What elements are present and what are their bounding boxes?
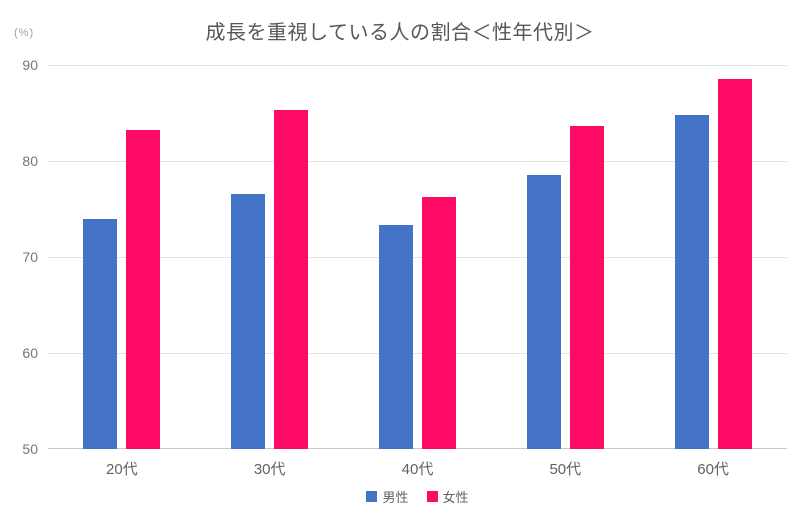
bar-female-30s	[274, 110, 309, 449]
gridline-80	[48, 161, 787, 162]
gridline-60	[48, 353, 787, 354]
y-tick-label-70: 70	[22, 249, 38, 265]
bar-female-20s	[126, 130, 161, 449]
legend-label-female: 女性	[442, 490, 469, 505]
x-tick-label-60s: 60代	[697, 461, 729, 478]
y-axis: 50 60 70 80 90	[0, 57, 38, 457]
y-axis-unit-label: (%)	[14, 27, 35, 39]
bar-female-50s	[569, 126, 604, 449]
bar-male-60s	[674, 114, 709, 449]
y-tick-label-60: 60	[22, 345, 38, 361]
bar-female-60s	[717, 79, 752, 449]
y-tick-label-50: 50	[22, 441, 38, 457]
legend-swatch-male	[366, 491, 378, 502]
y-tick-label-80: 80	[22, 153, 38, 169]
chart-title: 成長を重視している人の割合＜性年代別＞	[205, 22, 595, 44]
x-axis: 20代 30代 40代 50代 60代	[48, 458, 787, 480]
gridline-50	[48, 448, 787, 449]
gridline-90	[48, 65, 787, 66]
bar-male-30s	[231, 193, 266, 449]
x-tick-label-20s: 20代	[106, 461, 138, 478]
bar-male-20s	[83, 218, 118, 449]
bar-male-50s	[526, 175, 561, 449]
legend-item-female: 女性	[426, 487, 469, 506]
legend-swatch-female	[426, 491, 438, 502]
bar-female-40s	[422, 196, 456, 449]
x-tick-label-50s: 50代	[549, 461, 582, 478]
legend-label-male: 男性	[382, 490, 409, 505]
legend-item-male: 男性	[366, 487, 409, 506]
y-tick-label-90: 90	[22, 57, 38, 73]
plot-area	[48, 65, 787, 449]
gridline-70	[48, 257, 787, 258]
x-tick-label-40s: 40代	[401, 461, 434, 478]
bar-male-40s	[379, 225, 413, 449]
legend: 男性 女性	[48, 487, 787, 506]
x-tick-label-30s: 30代	[253, 461, 286, 478]
